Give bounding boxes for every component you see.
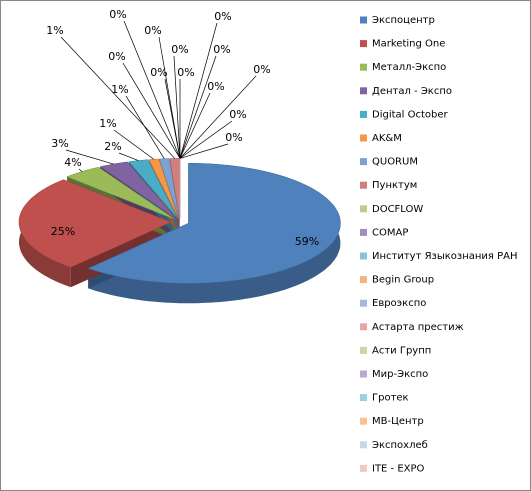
legend-swatch bbox=[360, 323, 367, 331]
legend-label: Digital October bbox=[372, 109, 449, 120]
legend-label: AK&M bbox=[372, 133, 402, 144]
legend-swatch bbox=[360, 205, 367, 213]
legend-label: MB-Центр bbox=[372, 416, 424, 427]
data-label: 1% bbox=[111, 83, 128, 96]
data-label: 0% bbox=[144, 24, 161, 37]
data-label: 59% bbox=[295, 235, 319, 248]
legend-swatch bbox=[360, 16, 367, 24]
legend-label: ITE - EXPO bbox=[372, 463, 425, 474]
legend-swatch bbox=[360, 134, 367, 142]
legend-swatch bbox=[360, 63, 367, 71]
leader-line bbox=[60, 36, 175, 159]
legend-swatch bbox=[360, 228, 367, 236]
leader-line bbox=[78, 168, 83, 172]
leader-line bbox=[179, 75, 257, 159]
leader-line bbox=[118, 152, 139, 161]
data-label: 1% bbox=[46, 24, 63, 37]
legend-swatch bbox=[360, 370, 367, 378]
leader-line bbox=[179, 22, 218, 159]
leader-line bbox=[179, 92, 211, 159]
legend-swatch bbox=[360, 87, 367, 95]
data-label: 0% bbox=[177, 66, 194, 79]
leader-line bbox=[179, 120, 233, 159]
leader-line bbox=[125, 95, 165, 159]
legend-label: Асти Групп bbox=[372, 345, 431, 356]
slice-side bbox=[88, 163, 341, 304]
pie-slice bbox=[169, 158, 180, 219]
pie-slice bbox=[87, 163, 341, 284]
legend-label: QUORUM bbox=[372, 157, 418, 168]
legend-label: Евроэкспо bbox=[372, 298, 426, 309]
data-label: 0% bbox=[225, 131, 242, 144]
legend-label: Дентал - Экспо bbox=[372, 86, 452, 97]
data-label: 0% bbox=[214, 10, 231, 23]
legend-label: DOCFLOW bbox=[372, 204, 423, 215]
legend-label: Экспоцентр bbox=[372, 15, 435, 26]
pie-slice bbox=[158, 158, 180, 219]
data-label: 4% bbox=[64, 156, 81, 169]
data-label: 0% bbox=[229, 108, 246, 121]
leader-line bbox=[173, 55, 181, 159]
data-label: 1% bbox=[99, 117, 116, 130]
legend-swatch bbox=[360, 158, 367, 166]
pie-slice bbox=[128, 159, 178, 219]
legend-swatch bbox=[360, 299, 367, 307]
leader-line bbox=[179, 143, 229, 159]
pie-slice bbox=[66, 166, 175, 220]
legend-label: Begin Group bbox=[372, 275, 434, 286]
legend-swatch bbox=[360, 394, 367, 402]
legend-swatch bbox=[360, 110, 367, 118]
legend-swatch bbox=[360, 441, 367, 449]
data-label: 0% bbox=[253, 63, 270, 76]
leader-line bbox=[65, 149, 114, 165]
legend-swatch bbox=[360, 40, 367, 48]
data-label: 25% bbox=[51, 225, 75, 238]
data-label: 0% bbox=[213, 43, 230, 56]
legend-label: Marketing One bbox=[372, 39, 445, 50]
legend-label: Астарта престиж bbox=[372, 322, 464, 333]
data-label: 3% bbox=[51, 137, 68, 150]
data-label: 0% bbox=[109, 8, 126, 21]
legend-label: Металл-Экспо bbox=[372, 62, 446, 73]
leader-line bbox=[122, 62, 181, 159]
legend-label: Экспохлеб bbox=[372, 440, 428, 451]
legend-swatch bbox=[360, 464, 367, 472]
pie-slice bbox=[18, 179, 172, 268]
legend-label: COMAP bbox=[372, 227, 408, 238]
legend-swatch bbox=[360, 346, 367, 354]
data-label: 0% bbox=[150, 66, 167, 79]
data-label: 2% bbox=[104, 140, 121, 153]
legend-swatch bbox=[360, 417, 367, 425]
data-label: 0% bbox=[108, 50, 125, 63]
leader-line bbox=[164, 78, 181, 159]
leader-line bbox=[123, 20, 181, 159]
data-label: 0% bbox=[207, 80, 224, 93]
legend-swatch bbox=[360, 252, 367, 260]
legend-label: Гротек bbox=[372, 393, 409, 404]
data-label: 0% bbox=[171, 43, 188, 56]
legend-swatch bbox=[360, 181, 367, 189]
legend-label: Мир-Экспо bbox=[372, 369, 428, 380]
legend-label: Пунктум bbox=[372, 180, 417, 191]
leader-line bbox=[113, 129, 154, 160]
leader-line bbox=[179, 55, 217, 159]
legend-label: Институт Языкознания РАН bbox=[372, 251, 518, 262]
legend-swatch bbox=[360, 276, 367, 284]
